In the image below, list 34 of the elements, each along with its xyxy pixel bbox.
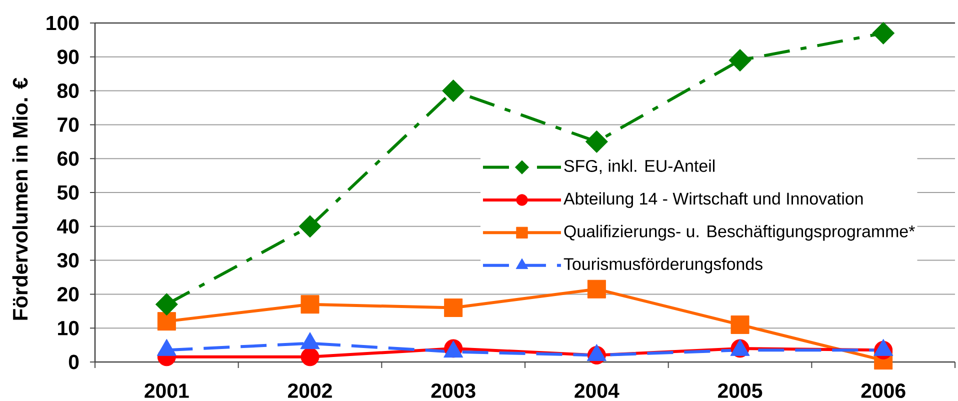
point bbox=[300, 348, 320, 366]
x-tick-label: 2006 bbox=[861, 384, 906, 398]
y-tick-label: 100 bbox=[46, 16, 79, 30]
legend-label: Qualifizierungs- u. Beschäftigungsprogramme* bbox=[564, 224, 915, 241]
x-tick-label: 2005 bbox=[718, 384, 762, 398]
point bbox=[300, 295, 320, 314]
y-tick-label: 60 bbox=[58, 151, 79, 166]
y-tick-label: 90 bbox=[57, 50, 79, 64]
point bbox=[442, 80, 465, 102]
y-tick-label: 10 bbox=[58, 320, 79, 336]
legend-label: Tourismusförderungsfonds bbox=[564, 258, 762, 274]
point bbox=[585, 130, 608, 153]
legend-label: SFG, inkl. EU-Anteil bbox=[564, 160, 714, 174]
y-tick-label: 50 bbox=[57, 185, 79, 200]
point bbox=[155, 293, 178, 316]
point bbox=[587, 280, 606, 298]
x-tick-label: 2001 bbox=[144, 384, 189, 398]
y-tick-label: 40 bbox=[57, 219, 79, 234]
point bbox=[444, 298, 463, 318]
y-tick-label: 30 bbox=[57, 253, 79, 268]
y-axis-title: Fördervolumen in Mio. € bbox=[12, 78, 28, 320]
point bbox=[872, 22, 895, 44]
point bbox=[728, 49, 752, 72]
point bbox=[298, 215, 322, 238]
y-tick-label: 80 bbox=[57, 84, 79, 98]
point bbox=[730, 315, 750, 334]
x-tick-label: 2003 bbox=[431, 384, 476, 398]
y-tick-label: 0 bbox=[68, 354, 79, 370]
x-tick-label: 2002 bbox=[288, 384, 332, 398]
point bbox=[157, 312, 176, 331]
y-tick-label: 70 bbox=[58, 117, 79, 132]
y-tick-label: 20 bbox=[57, 286, 79, 302]
legend-label: Abteilung 14 - Wirtschaft und Innovation bbox=[564, 192, 863, 208]
x-tick-label: 2004 bbox=[574, 384, 620, 398]
